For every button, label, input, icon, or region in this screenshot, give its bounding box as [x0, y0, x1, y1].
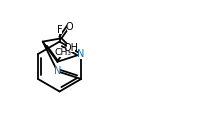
Text: F: F: [57, 25, 62, 35]
Bar: [57, 48, 68, 57]
Bar: [57, 26, 62, 34]
Text: CH₃: CH₃: [54, 48, 71, 57]
Text: O: O: [66, 22, 73, 32]
Bar: [55, 67, 60, 76]
Bar: [79, 50, 84, 58]
Bar: [67, 23, 72, 32]
Text: N: N: [54, 66, 61, 76]
Text: OH: OH: [64, 43, 79, 53]
Bar: [67, 44, 75, 52]
Text: N: N: [77, 49, 85, 59]
